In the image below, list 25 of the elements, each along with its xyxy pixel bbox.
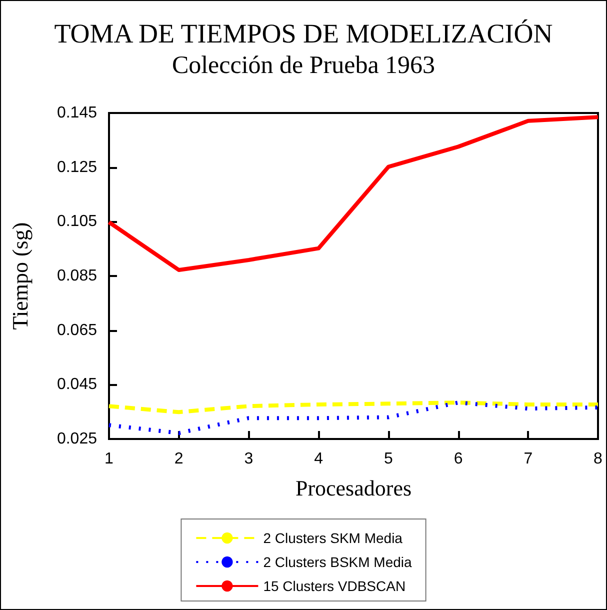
legend-label: 15 Clusters VDBSCAN [263,578,406,594]
y-tick-label: 0.045 [56,376,98,394]
chart-title: TOMA DE TIEMPOS DE MODELIZACIÓN [54,18,553,48]
line-series [107,400,600,436]
x-tick-label: 1 [104,450,114,468]
x-tick-label: 5 [384,450,393,468]
x-tick-label: 3 [244,450,254,468]
x-tick-label: 6 [454,450,463,468]
y-axis-title: Tiempo (sg) [8,222,32,330]
y-tick-label: 0.085 [56,268,98,284]
y-tick-label: 0.025 [56,430,98,448]
line-series [107,115,600,272]
legend-label: 2 Clusters SKM Media [263,530,403,546]
y-tick-label: 0.145 [56,104,98,122]
x-tick-label: 7 [524,450,533,468]
x-tick-label: 4 [314,450,324,468]
chart-subtitle: Colección de Prueba 1963 [172,52,436,79]
legend-label: 2 Clusters BSKM Media [263,554,412,570]
y-tick-label: 0.125 [56,158,98,176]
line-series [107,400,600,414]
y-tick-label: 0.065 [56,322,98,339]
x-axis-title: Procesadores [295,476,412,500]
x-tick-label: 8 [594,450,603,468]
y-tick-label: 0.105 [56,213,98,230]
x-tick-label: 2 [174,450,184,468]
